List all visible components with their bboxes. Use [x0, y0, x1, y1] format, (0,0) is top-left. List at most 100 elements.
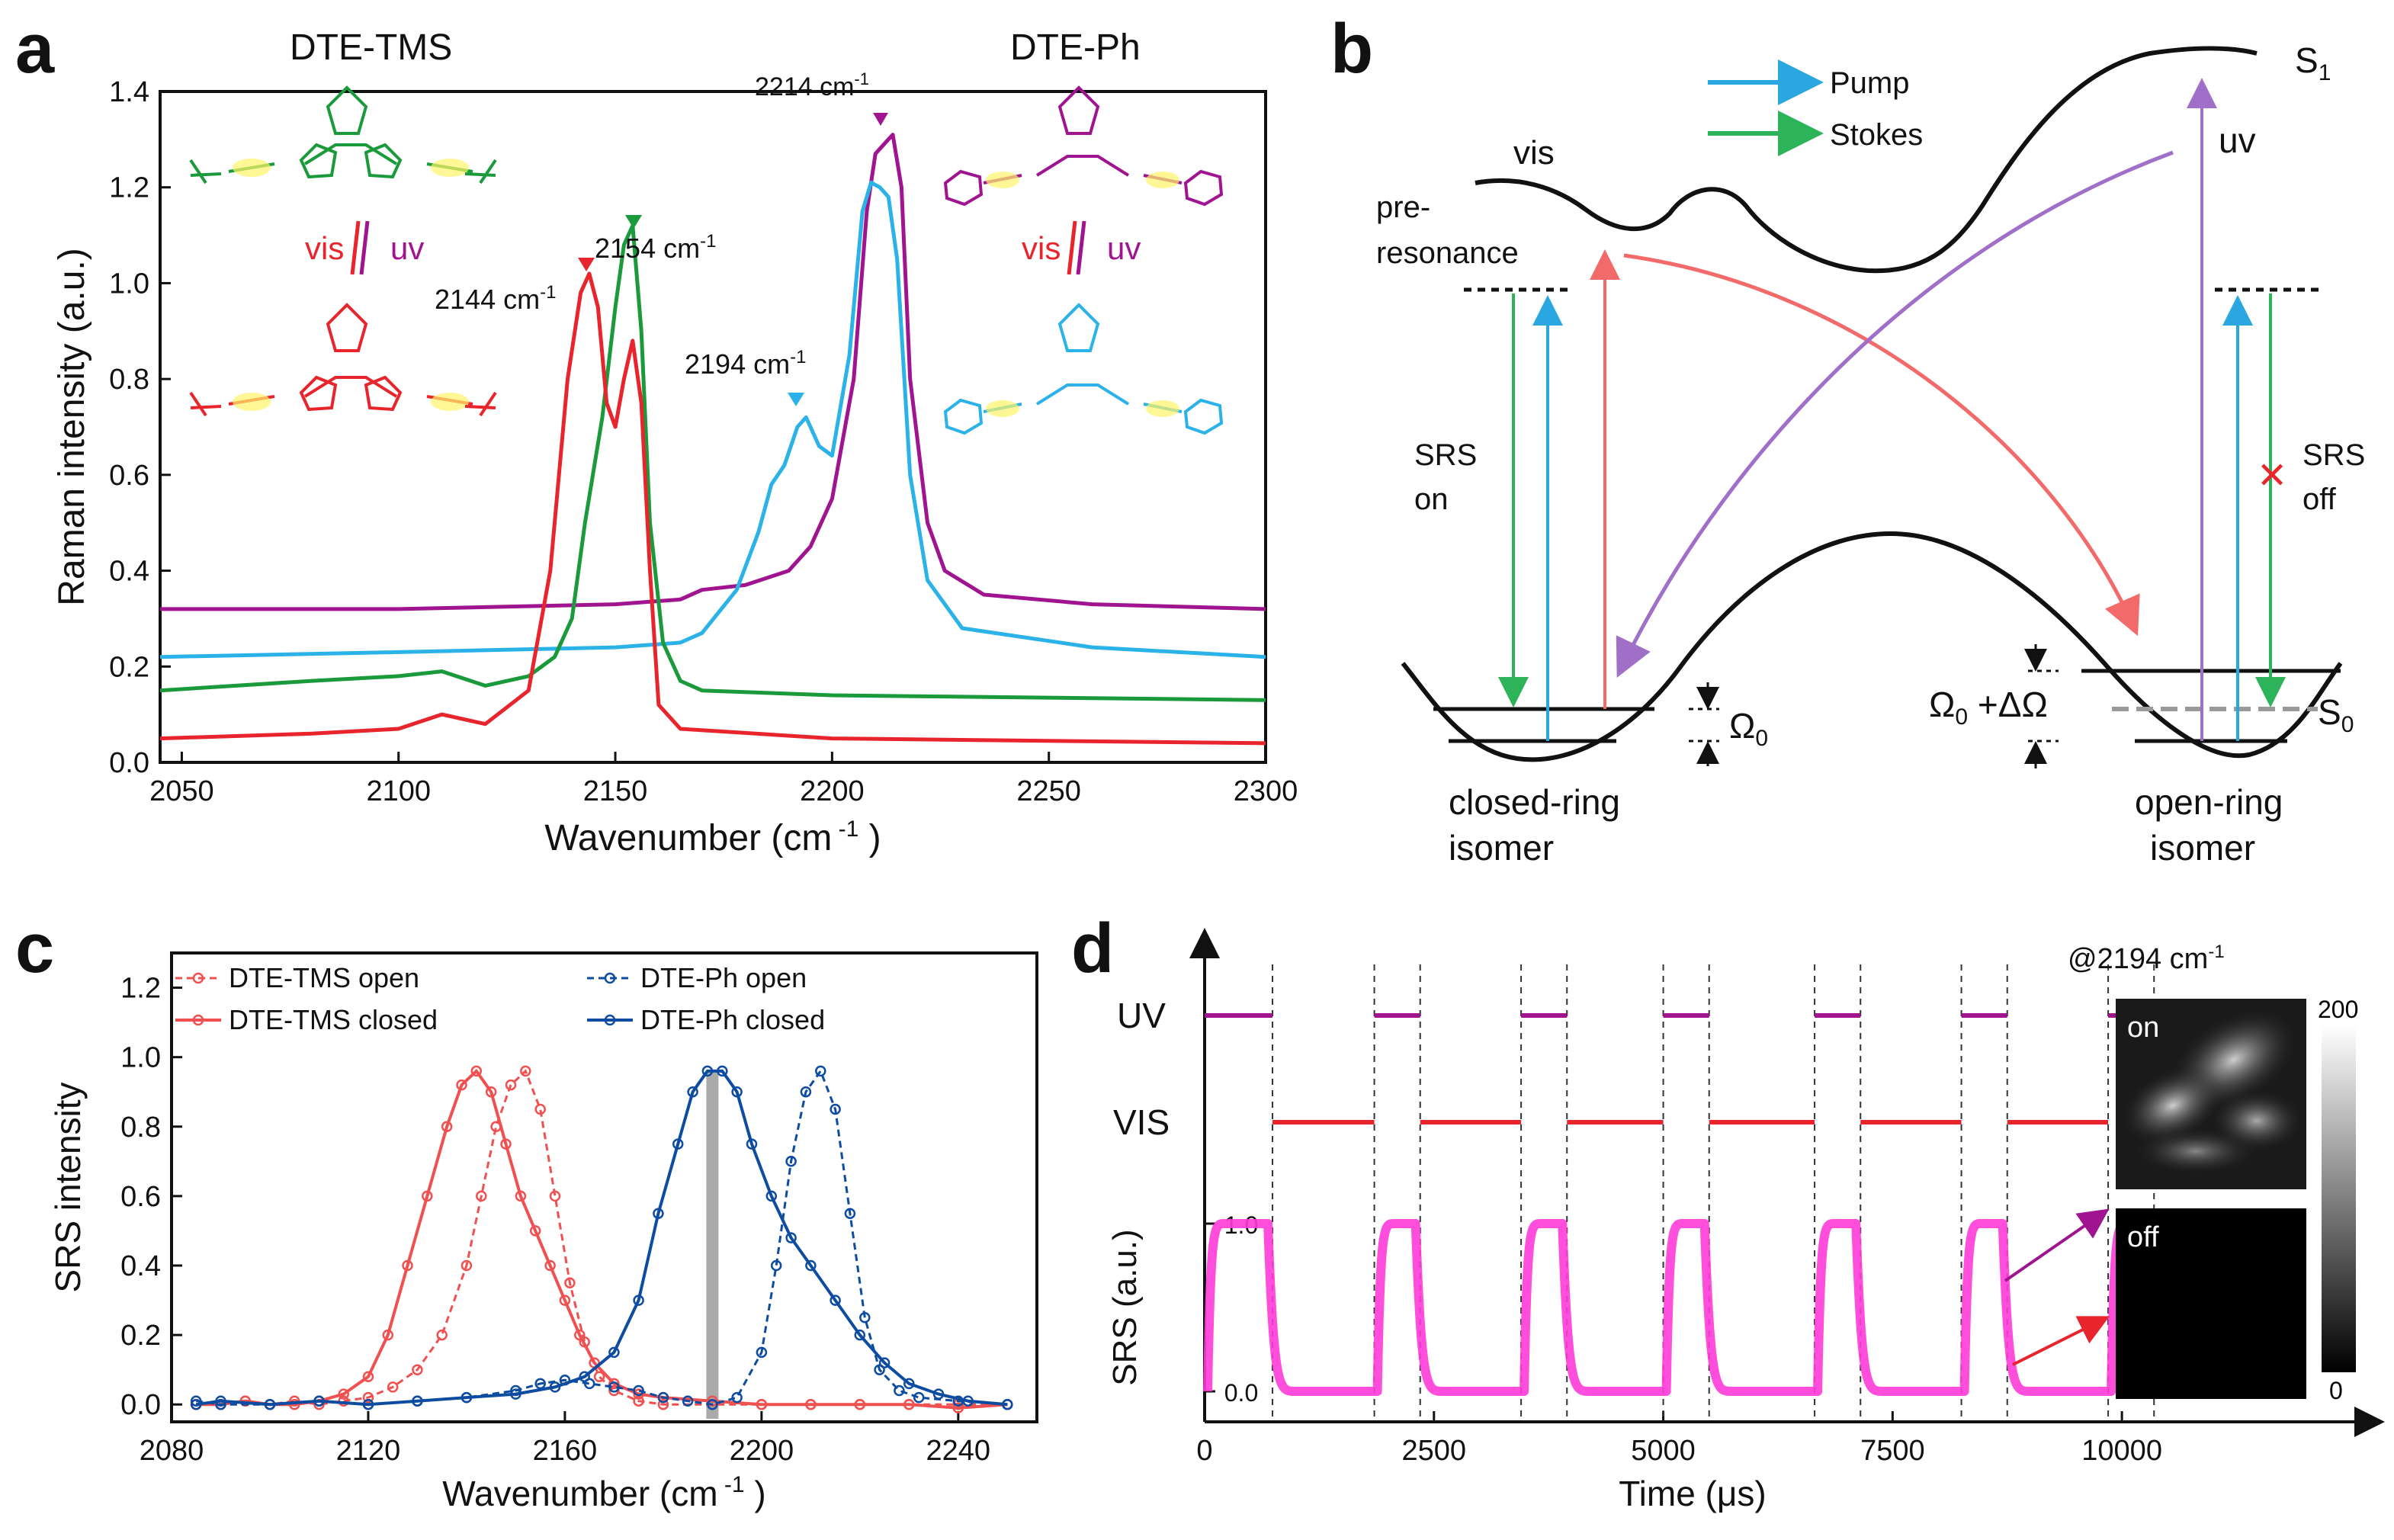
x-axis-title: Time (μs) [1619, 1474, 1766, 1513]
omega0-label: Ω0 [1729, 706, 1768, 751]
data-point-dte-ph-closed [264, 1398, 276, 1410]
x-tick-label: 2200 [730, 1435, 794, 1467]
x-tick-label: 10000 [2081, 1435, 2162, 1467]
image-off-label: off [2127, 1221, 2159, 1253]
panel-a-plot: 2050 2100 2150 2200 2250 2300 0.0 0.2 0.4 0.6 0.8 1… [52, 76, 1298, 858]
data-point-dte-ph-open [830, 1103, 841, 1115]
data-point-dte-ph-closed [549, 1381, 561, 1393]
data-point-dte-ph-open [894, 1384, 905, 1397]
open-ring-line2: isomer [2150, 828, 2255, 868]
srs-off-line1: SRS [2303, 438, 2365, 472]
series-line-dte-tms-closed [159, 271, 1266, 746]
arrow-to-on-image [2004, 1208, 2110, 1282]
data-point-dte-ph-closed [461, 1391, 473, 1404]
y-tick-label: 0.6 [109, 460, 149, 492]
uv-row-label: UV [1117, 996, 1166, 1035]
arrow-to-off-image [2012, 1316, 2110, 1366]
panel-a-letter: a [15, 10, 55, 88]
vis-relaxation-arrow [1623, 253, 2140, 637]
highlight-bar [706, 1070, 719, 1419]
data-point-dte-tms-open [608, 1384, 620, 1397]
legend-label-dte-tms-closed: DTE-TMS closed [229, 1004, 438, 1035]
data-point-dte-ph-closed [608, 1346, 620, 1359]
dte-tms-closed-molecule [189, 303, 497, 417]
legend-label-dte-ph-closed: DTE-Ph closed [640, 1004, 825, 1035]
panel-a-uv-left: uv [390, 230, 424, 266]
panel-b: b Pump Stokes S1 S0 vis uv [1330, 10, 2365, 868]
data-point-dte-tms-closed [608, 1378, 620, 1390]
panel-b-uv: uv [2219, 120, 2256, 160]
y-tick-label: 0.2 [120, 1320, 161, 1352]
data-point-dte-tms-open [505, 1079, 517, 1091]
data-point-dte-ph-closed [830, 1295, 841, 1306]
legend-marker-dte-ph-closed [604, 1014, 616, 1026]
data-point-dte-tms-open [412, 1364, 423, 1375]
data-point-dte-tms-closed [952, 1402, 964, 1414]
panel-a-right-title: DTE-Ph [1010, 27, 1141, 68]
x-tick-label: 2100 [366, 775, 431, 807]
data-point-dte-ph-open [633, 1384, 644, 1397]
data-point-dte-tms-closed [338, 1388, 349, 1400]
data-point-dte-ph-open [707, 1398, 718, 1410]
s0-potential-curve [1401, 531, 2343, 762]
data-point-dte-ph-closed [962, 1395, 974, 1407]
data-point-dte-tms-open [657, 1398, 669, 1410]
data-point-dte-ph-closed [731, 1086, 743, 1098]
y-tick-label: 1.2 [120, 973, 161, 1005]
y-axis-title: SRS (a.u.) [1106, 1229, 1144, 1385]
y-axis-title: SRS intensity [48, 1082, 88, 1292]
x-tick-label: 2250 [1016, 775, 1081, 807]
x-tick-label: 2160 [533, 1435, 598, 1467]
x-tick-label: 2150 [583, 775, 648, 807]
panel-c-plot: 2080 2120 2160 2200 2240 0.0 0.2 0.4 0.6 0.8 1.0 1.… [48, 951, 1038, 1513]
data-point-dte-tms-open [461, 1259, 473, 1272]
data-point-dte-tms-closed [422, 1190, 433, 1202]
data-point-dte-ph-closed [653, 1208, 664, 1219]
srs-on-line2: on [1414, 483, 1449, 516]
data-point-dte-ph-closed [190, 1398, 202, 1410]
data-point-dte-ph-closed [765, 1190, 778, 1202]
legend-marker-dte-tms-open [192, 972, 204, 984]
data-point-dte-tms-closed [903, 1398, 915, 1410]
data-point-dte-ph-closed [510, 1388, 521, 1400]
srs-image-on: on [2116, 999, 2306, 1189]
data-point-dte-ph-open [657, 1391, 669, 1404]
peak-marker-2144 [578, 258, 595, 271]
image-title: @2194 cm-1 [2068, 942, 2225, 975]
panel-b-letter: b [1330, 10, 1373, 88]
panel-a-vis-left: vis [305, 230, 344, 266]
series-line-dte-tms-closed [196, 1068, 1008, 1410]
colorbar-max: 200 [2318, 996, 2358, 1023]
data-point-dte-ph-open [844, 1208, 856, 1219]
x-tick-label: 0 [1196, 1435, 1212, 1467]
vis-row-label: VIS [1113, 1102, 1170, 1142]
x-tick-label: 2240 [926, 1435, 991, 1467]
data-point-dte-ph-closed [854, 1329, 866, 1341]
data-point-dte-tms-open [387, 1381, 399, 1393]
panel-a: a DTE-TMS DTE-Ph 2050 2100 2150 2200 2250 230… [15, 10, 1298, 858]
data-point-dte-tms-closed [574, 1329, 586, 1341]
data-point-dte-ph-open [913, 1391, 925, 1404]
series-line-dte-ph-closed [195, 1069, 1008, 1407]
series-line-dte-ph-open [195, 1068, 1008, 1406]
s1-label: S1 [2295, 40, 2331, 85]
data-point-dte-ph-closed [746, 1138, 758, 1150]
panel-c-frame [170, 951, 1038, 1423]
data-point-dte-tms-open [362, 1391, 374, 1404]
data-point-dte-tms-closed [485, 1086, 497, 1098]
data-point-dte-ph-open [190, 1395, 202, 1407]
stokes-legend-label: Stokes [1830, 118, 1923, 152]
x-tick-label: 2120 [336, 1435, 401, 1467]
data-point-dte-tms-open [593, 1371, 605, 1383]
panel-a-left-title: DTE-TMS [290, 27, 452, 68]
x-tick-label: 2500 [1402, 1435, 1467, 1467]
x-tick-label: 7500 [1860, 1435, 1925, 1467]
y-tick-label: 1.0 [109, 268, 149, 300]
data-point-dte-tms-closed [500, 1138, 512, 1150]
series-line-dte-ph-open [160, 133, 1266, 611]
data-point-dte-ph-closed [932, 1388, 945, 1400]
y-tick-label: 0.0 [109, 747, 149, 779]
data-point-dte-ph-closed [717, 1065, 728, 1077]
